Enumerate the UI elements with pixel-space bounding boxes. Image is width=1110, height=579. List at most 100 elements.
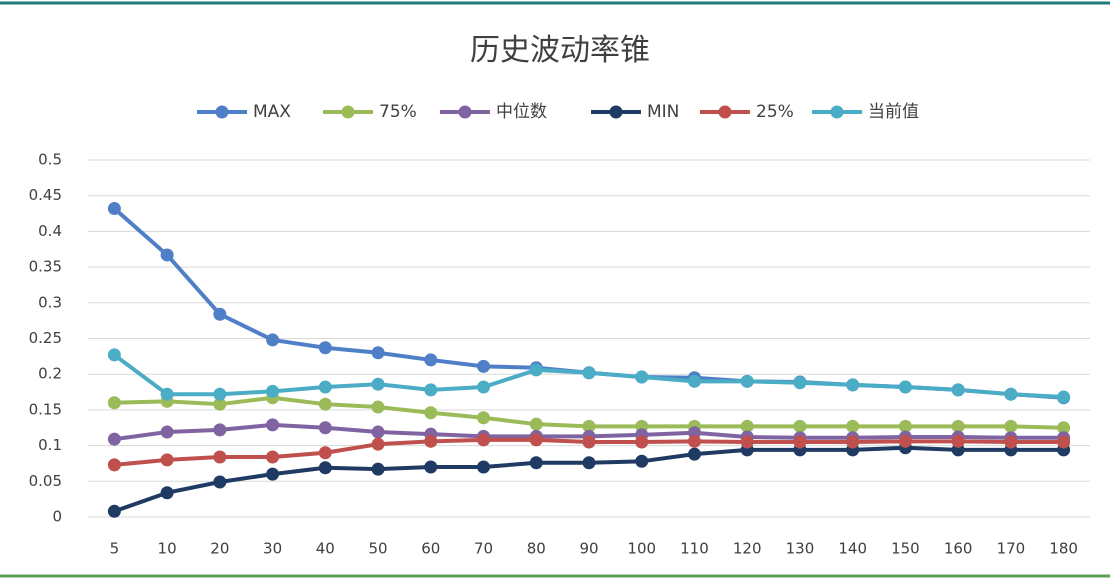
y-tick-label: 0.2 — [38, 365, 62, 383]
data-point — [951, 383, 965, 397]
legend-marker — [609, 105, 623, 119]
x-tick-label: 40 — [316, 540, 335, 558]
x-tick-label: 160 — [944, 540, 973, 558]
data-point — [846, 378, 860, 392]
data-point — [635, 454, 649, 468]
x-tick-label: 5 — [110, 540, 120, 558]
data-point — [635, 435, 649, 449]
x-tick-label: 30 — [263, 540, 282, 558]
legend-marker — [830, 105, 844, 119]
data-point — [687, 434, 701, 448]
data-point — [529, 433, 543, 447]
data-point — [582, 366, 596, 380]
data-point — [424, 406, 438, 420]
data-point — [898, 419, 912, 433]
legend-label: 75% — [379, 102, 417, 122]
data-point — [477, 460, 491, 474]
data-point — [371, 437, 385, 451]
data-point — [1004, 387, 1018, 401]
data-point — [477, 433, 491, 447]
data-point — [424, 434, 438, 448]
data-point — [107, 396, 121, 410]
legend-label: 25% — [756, 102, 794, 122]
data-point — [160, 486, 174, 500]
legend-label: 中位数 — [496, 102, 547, 122]
data-point — [846, 419, 860, 433]
x-tick-label: 80 — [527, 540, 546, 558]
data-point — [371, 462, 385, 476]
data-point — [107, 458, 121, 472]
legend-label: 当前值 — [868, 102, 919, 122]
legend-label: MAX — [253, 102, 291, 122]
legend-marker — [458, 105, 472, 119]
data-point — [213, 475, 227, 489]
data-point — [529, 363, 543, 377]
y-tick-label: 0.05 — [29, 472, 62, 490]
y-tick-label: 0.1 — [38, 436, 62, 454]
legend-marker — [215, 105, 229, 119]
data-point — [107, 504, 121, 518]
y-tick-label: 0.4 — [38, 222, 62, 240]
data-point — [898, 434, 912, 448]
x-tick-label: 150 — [891, 540, 920, 558]
data-point — [846, 435, 860, 449]
data-point — [318, 397, 332, 411]
data-point — [266, 384, 280, 398]
data-point — [687, 374, 701, 388]
data-point — [951, 434, 965, 448]
data-point — [107, 348, 121, 362]
data-point — [213, 387, 227, 401]
data-point — [213, 397, 227, 411]
y-tick-label: 0.25 — [29, 329, 62, 347]
data-point — [318, 446, 332, 460]
data-point — [266, 418, 280, 432]
data-point — [160, 248, 174, 262]
data-point — [582, 435, 596, 449]
data-point — [424, 383, 438, 397]
data-point — [318, 461, 332, 475]
x-tick-label: 120 — [733, 540, 762, 558]
data-point — [371, 425, 385, 439]
y-tick-label: 0.35 — [29, 258, 62, 276]
x-tick-label: 10 — [158, 540, 177, 558]
data-point — [107, 202, 121, 216]
data-point — [371, 377, 385, 391]
data-point — [213, 423, 227, 437]
x-tick-label: 110 — [680, 540, 709, 558]
data-point — [740, 419, 754, 433]
legend-marker — [341, 105, 355, 119]
data-point — [635, 370, 649, 384]
data-point — [477, 359, 491, 373]
data-point — [424, 460, 438, 474]
data-point — [477, 411, 491, 425]
x-tick-label: 180 — [1049, 540, 1078, 558]
y-tick-label: 0.45 — [29, 186, 62, 204]
data-point — [740, 435, 754, 449]
legend-label: MIN — [647, 102, 679, 122]
y-tick-label: 0 — [52, 508, 62, 526]
x-tick-label: 170 — [997, 540, 1026, 558]
data-point — [529, 417, 543, 431]
y-tick-label: 0.15 — [29, 400, 62, 418]
x-tick-label: 90 — [579, 540, 598, 558]
data-point — [371, 346, 385, 360]
data-point — [266, 333, 280, 347]
data-point — [529, 456, 543, 470]
data-point — [793, 376, 807, 390]
data-point — [318, 380, 332, 394]
data-point — [160, 425, 174, 439]
data-point — [1004, 419, 1018, 433]
y-tick-label: 0.3 — [38, 293, 62, 311]
data-point — [213, 307, 227, 321]
data-point — [160, 453, 174, 467]
data-point — [318, 341, 332, 355]
data-point — [793, 419, 807, 433]
data-point — [1057, 435, 1071, 449]
x-tick-label: 100 — [627, 540, 656, 558]
data-point — [1004, 435, 1018, 449]
x-tick-label: 140 — [838, 540, 867, 558]
data-point — [107, 432, 121, 446]
legend-marker — [718, 105, 732, 119]
data-point — [371, 400, 385, 414]
